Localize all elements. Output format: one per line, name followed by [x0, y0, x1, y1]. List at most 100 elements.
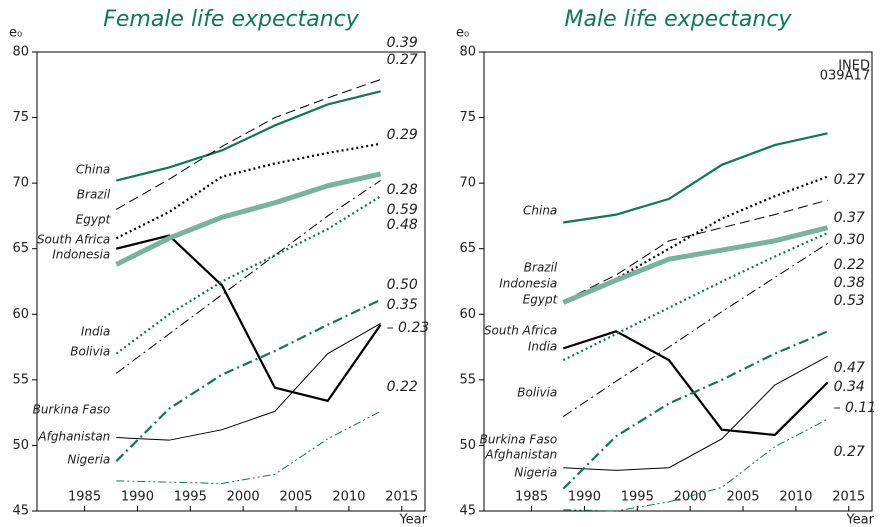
x-axis-label: Year [845, 513, 874, 527]
end-label: 0.35 [387, 297, 418, 313]
x-tick-label: 2015 [832, 490, 865, 505]
series-line [116, 234, 382, 403]
series-name: South Africa [37, 233, 110, 247]
series-line [563, 418, 828, 512]
series-line [562, 231, 829, 362]
series-name: Indonesia [499, 277, 557, 291]
series-name: Burkina Faso [480, 433, 558, 447]
series-name: India [81, 325, 110, 339]
series-name: Brazil [77, 188, 111, 202]
end-label: 0.27 [834, 172, 865, 188]
series-line [563, 243, 828, 417]
series-name: Nigeria [514, 466, 557, 480]
y-axis-label: e₀ [9, 26, 22, 41]
series-line [562, 175, 828, 303]
series-line [562, 225, 829, 305]
chart-title: Male life expectancy [565, 7, 793, 32]
series-name: Afghanistan [484, 448, 557, 462]
series-line [116, 79, 381, 210]
series-name: China [523, 204, 557, 218]
plot-frame [36, 51, 426, 512]
y-tick-label: 65 [12, 241, 29, 256]
series-name: Bolivia [517, 386, 557, 400]
series-line [115, 195, 382, 355]
x-tick-label: 1985 [68, 490, 101, 505]
end-label: 0.22 [834, 257, 865, 273]
series-name: Burkina Faso [33, 403, 111, 417]
x-tick-label: 2005 [279, 490, 312, 505]
y-tick-label: 75 [12, 110, 29, 125]
series-line [115, 180, 381, 374]
x-axis-label: Year [398, 513, 427, 527]
x-tick-label: 2000 [227, 490, 260, 505]
end-label: 0.38 [834, 275, 865, 291]
end-label: – 0.11 [834, 400, 877, 416]
plot-frame [483, 51, 873, 512]
series-name: Bolivia [70, 345, 110, 359]
x-tick-label: 1995 [621, 490, 654, 505]
end-label: 0.27 [834, 444, 865, 460]
y-tick-label: 50 [459, 438, 476, 453]
y-tick-label: 60 [12, 307, 29, 322]
x-tick-label: 2010 [332, 490, 365, 505]
end-label: 0.28 [387, 182, 418, 198]
x-tick-label: 1995 [174, 490, 207, 505]
y-axis-label: e₀ [456, 26, 469, 41]
series-name: China [76, 163, 110, 177]
y-tick-label: 55 [12, 372, 29, 387]
end-label: 0.59 [387, 202, 418, 218]
series-name: South Africa [484, 324, 557, 338]
end-label: 0.50 [387, 277, 418, 293]
series-line [116, 410, 381, 484]
series-name: Brazil [524, 261, 558, 275]
end-label: 0.48 [387, 217, 418, 233]
series-line [563, 132, 828, 224]
series-name: Nigeria [67, 453, 110, 467]
end-label: 0.22 [387, 379, 418, 395]
series-name: Egypt [76, 213, 112, 227]
x-tick-label: 2010 [779, 490, 812, 505]
y-tick-label: 80 [459, 45, 476, 60]
y-tick-label: 55 [459, 372, 476, 387]
y-tick-label: 45 [12, 504, 29, 519]
y-tick-label: 45 [459, 504, 476, 519]
series-line [563, 355, 828, 471]
y-tick-label: 50 [12, 438, 29, 453]
y-tick-label: 70 [459, 176, 476, 191]
series-line [115, 142, 381, 240]
x-tick-label: 1990 [121, 490, 154, 505]
x-tick-label: 2005 [726, 490, 759, 505]
x-tick-label: 2015 [385, 490, 418, 505]
end-label: 0.53 [834, 293, 865, 309]
x-tick-label: 2000 [674, 490, 707, 505]
y-tick-label: 75 [459, 110, 476, 125]
y-tick-label: 70 [12, 176, 29, 191]
end-label: 0.29 [387, 127, 418, 143]
end-label: 0.30 [834, 232, 865, 248]
end-label: 0.34 [834, 379, 865, 395]
note: 039A17 [820, 69, 870, 84]
x-tick-label: 1985 [515, 490, 548, 505]
x-tick-label: 1990 [568, 490, 601, 505]
series-name: Indonesia [52, 248, 110, 262]
series-line [562, 330, 829, 490]
series-name: Egypt [523, 293, 559, 307]
series-name: Afghanistan [37, 430, 110, 444]
end-label: 0.39 [387, 35, 418, 51]
series-line [116, 323, 381, 441]
note: INED [838, 59, 870, 74]
end-label: 0.37 [834, 210, 865, 226]
series-name: India [528, 340, 557, 354]
series-line [115, 171, 382, 267]
series-line [563, 199, 828, 302]
series-line [115, 298, 382, 462]
y-tick-label: 65 [459, 241, 476, 256]
series-line [562, 330, 829, 437]
end-label: – 0.23 [387, 320, 430, 336]
end-label: 0.27 [387, 52, 418, 68]
chart-title: Female life expectancy [103, 7, 360, 32]
y-tick-label: 60 [459, 307, 476, 322]
series-line [116, 90, 381, 182]
y-tick-label: 80 [12, 45, 29, 60]
